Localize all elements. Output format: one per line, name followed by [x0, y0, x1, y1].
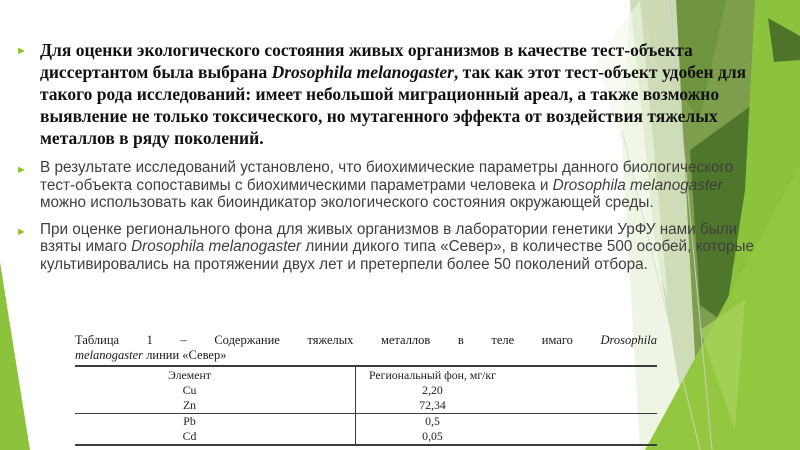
- bullet-item-1: ► Для оценки экологического состояния жи…: [14, 40, 754, 149]
- bullet-item-3: ► При оценке регионального фона для живы…: [14, 221, 754, 273]
- bullet-text-1: Для оценки экологического состояния живы…: [40, 40, 747, 148]
- table-cell-value: 0,05: [422, 429, 443, 443]
- bullet-arrow-icon: ►: [16, 45, 27, 57]
- facet-dark-notch: [768, 18, 800, 62]
- table-caption-line1: Таблица 1 – Содержание тяжелых металлов …: [75, 333, 657, 347]
- bullet-text-3: При оценке регионального фона для живых …: [40, 220, 754, 273]
- bullet-text-2: В результате исследований установлено, ч…: [40, 159, 734, 212]
- table-header-element: Элемент: [75, 367, 356, 383]
- table-cell-value: 2,20: [422, 383, 443, 397]
- table-header-regional-background: Региональный фон, мг/кг: [368, 368, 497, 382]
- table-cell-value: 0,5: [425, 414, 440, 428]
- facet-light-small: [700, 300, 745, 430]
- table-cell-element: Pb: [75, 414, 356, 429]
- table-header-row: Элемент Региональный фон, мг/кг: [75, 367, 657, 383]
- table-caption-line2: melanogaster линии «Север»: [75, 348, 227, 362]
- table-row: Zn 72,34: [75, 398, 657, 413]
- table-cell-element: Cu: [75, 383, 356, 398]
- table-row: Cd 0,05: [75, 429, 657, 444]
- table-cell-element: Cd: [75, 429, 356, 444]
- table-cell-value: 72,34: [419, 398, 446, 412]
- slide-body-text: ► Для оценки экологического состояния жи…: [14, 40, 754, 273]
- table-grid: Элемент Региональный фон, мг/кг Cu 2,20 …: [75, 365, 657, 446]
- heavy-metals-table: Таблица 1 – Содержание тяжелых металлов …: [75, 333, 657, 446]
- bullet-arrow-icon: ►: [16, 225, 27, 238]
- table-cell-element: Zn: [75, 398, 356, 413]
- table-row: Pb 0,5: [75, 413, 657, 429]
- facet-left-wedge: [0, 262, 30, 450]
- bullet-arrow-icon: ►: [16, 164, 27, 177]
- bullet-item-2: ► В результате исследований установлено,…: [14, 159, 754, 211]
- table-row: Cu 2,20: [75, 383, 657, 398]
